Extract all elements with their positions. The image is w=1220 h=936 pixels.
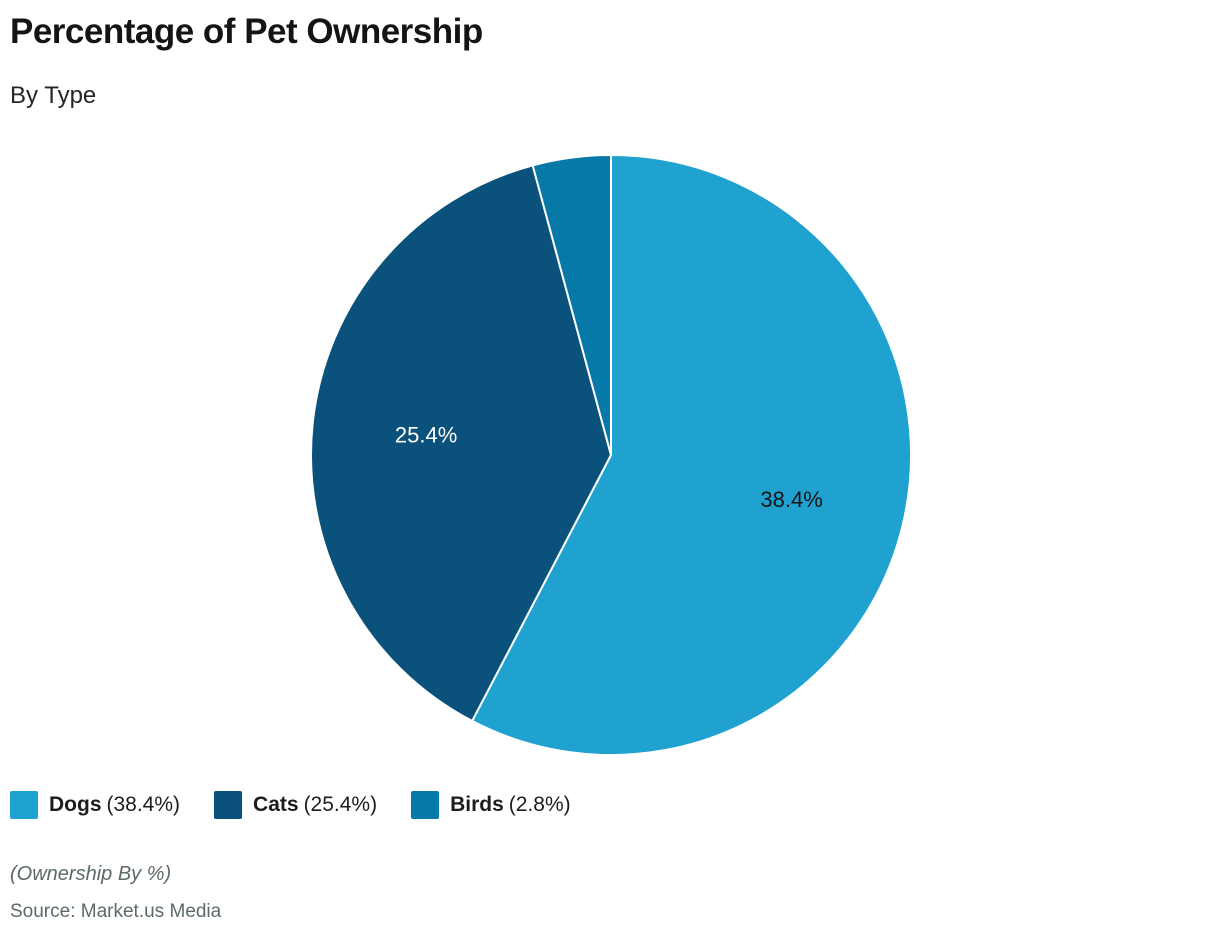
slice-label-dogs: 38.4% <box>760 487 822 512</box>
pie-slice-cats[interactable] <box>310 164 612 722</box>
legend-swatch-dogs-icon <box>10 791 38 819</box>
legend-item-dogs[interactable]: Dogs (38.4%) <box>10 791 180 819</box>
slice-label-cats: 25.4% <box>395 422 457 447</box>
legend-label-dogs: Dogs (38.4%) <box>49 793 181 816</box>
pie-chart-area: 38.4% 25.4% <box>0 130 1220 780</box>
source-text: Source: Market.us Media <box>10 901 222 922</box>
legend-item-birds[interactable]: Birds (2.8%) <box>411 791 571 819</box>
legend-label-birds: Birds (2.8%) <box>450 793 571 816</box>
legend-item-cats[interactable]: Cats (25.4%) <box>214 791 377 819</box>
legend-swatch-cats-icon <box>214 791 243 819</box>
pie-chart: 38.4% 25.4% <box>310 154 912 756</box>
pie-slice-dogs[interactable] <box>471 154 912 756</box>
pie-slice-birds[interactable] <box>531 154 612 456</box>
legend: Dogs (38.4%) Cats (25.4%) Birds (2.8%) <box>10 791 571 819</box>
chart-title: Percentage of Pet Ownership <box>10 12 483 51</box>
chart-subtitle: By Type <box>10 82 97 109</box>
footnote: (Ownership By %) <box>10 863 172 885</box>
legend-swatch-birds-icon <box>411 791 440 819</box>
legend-label-cats: Cats (25.4%) <box>253 793 378 816</box>
